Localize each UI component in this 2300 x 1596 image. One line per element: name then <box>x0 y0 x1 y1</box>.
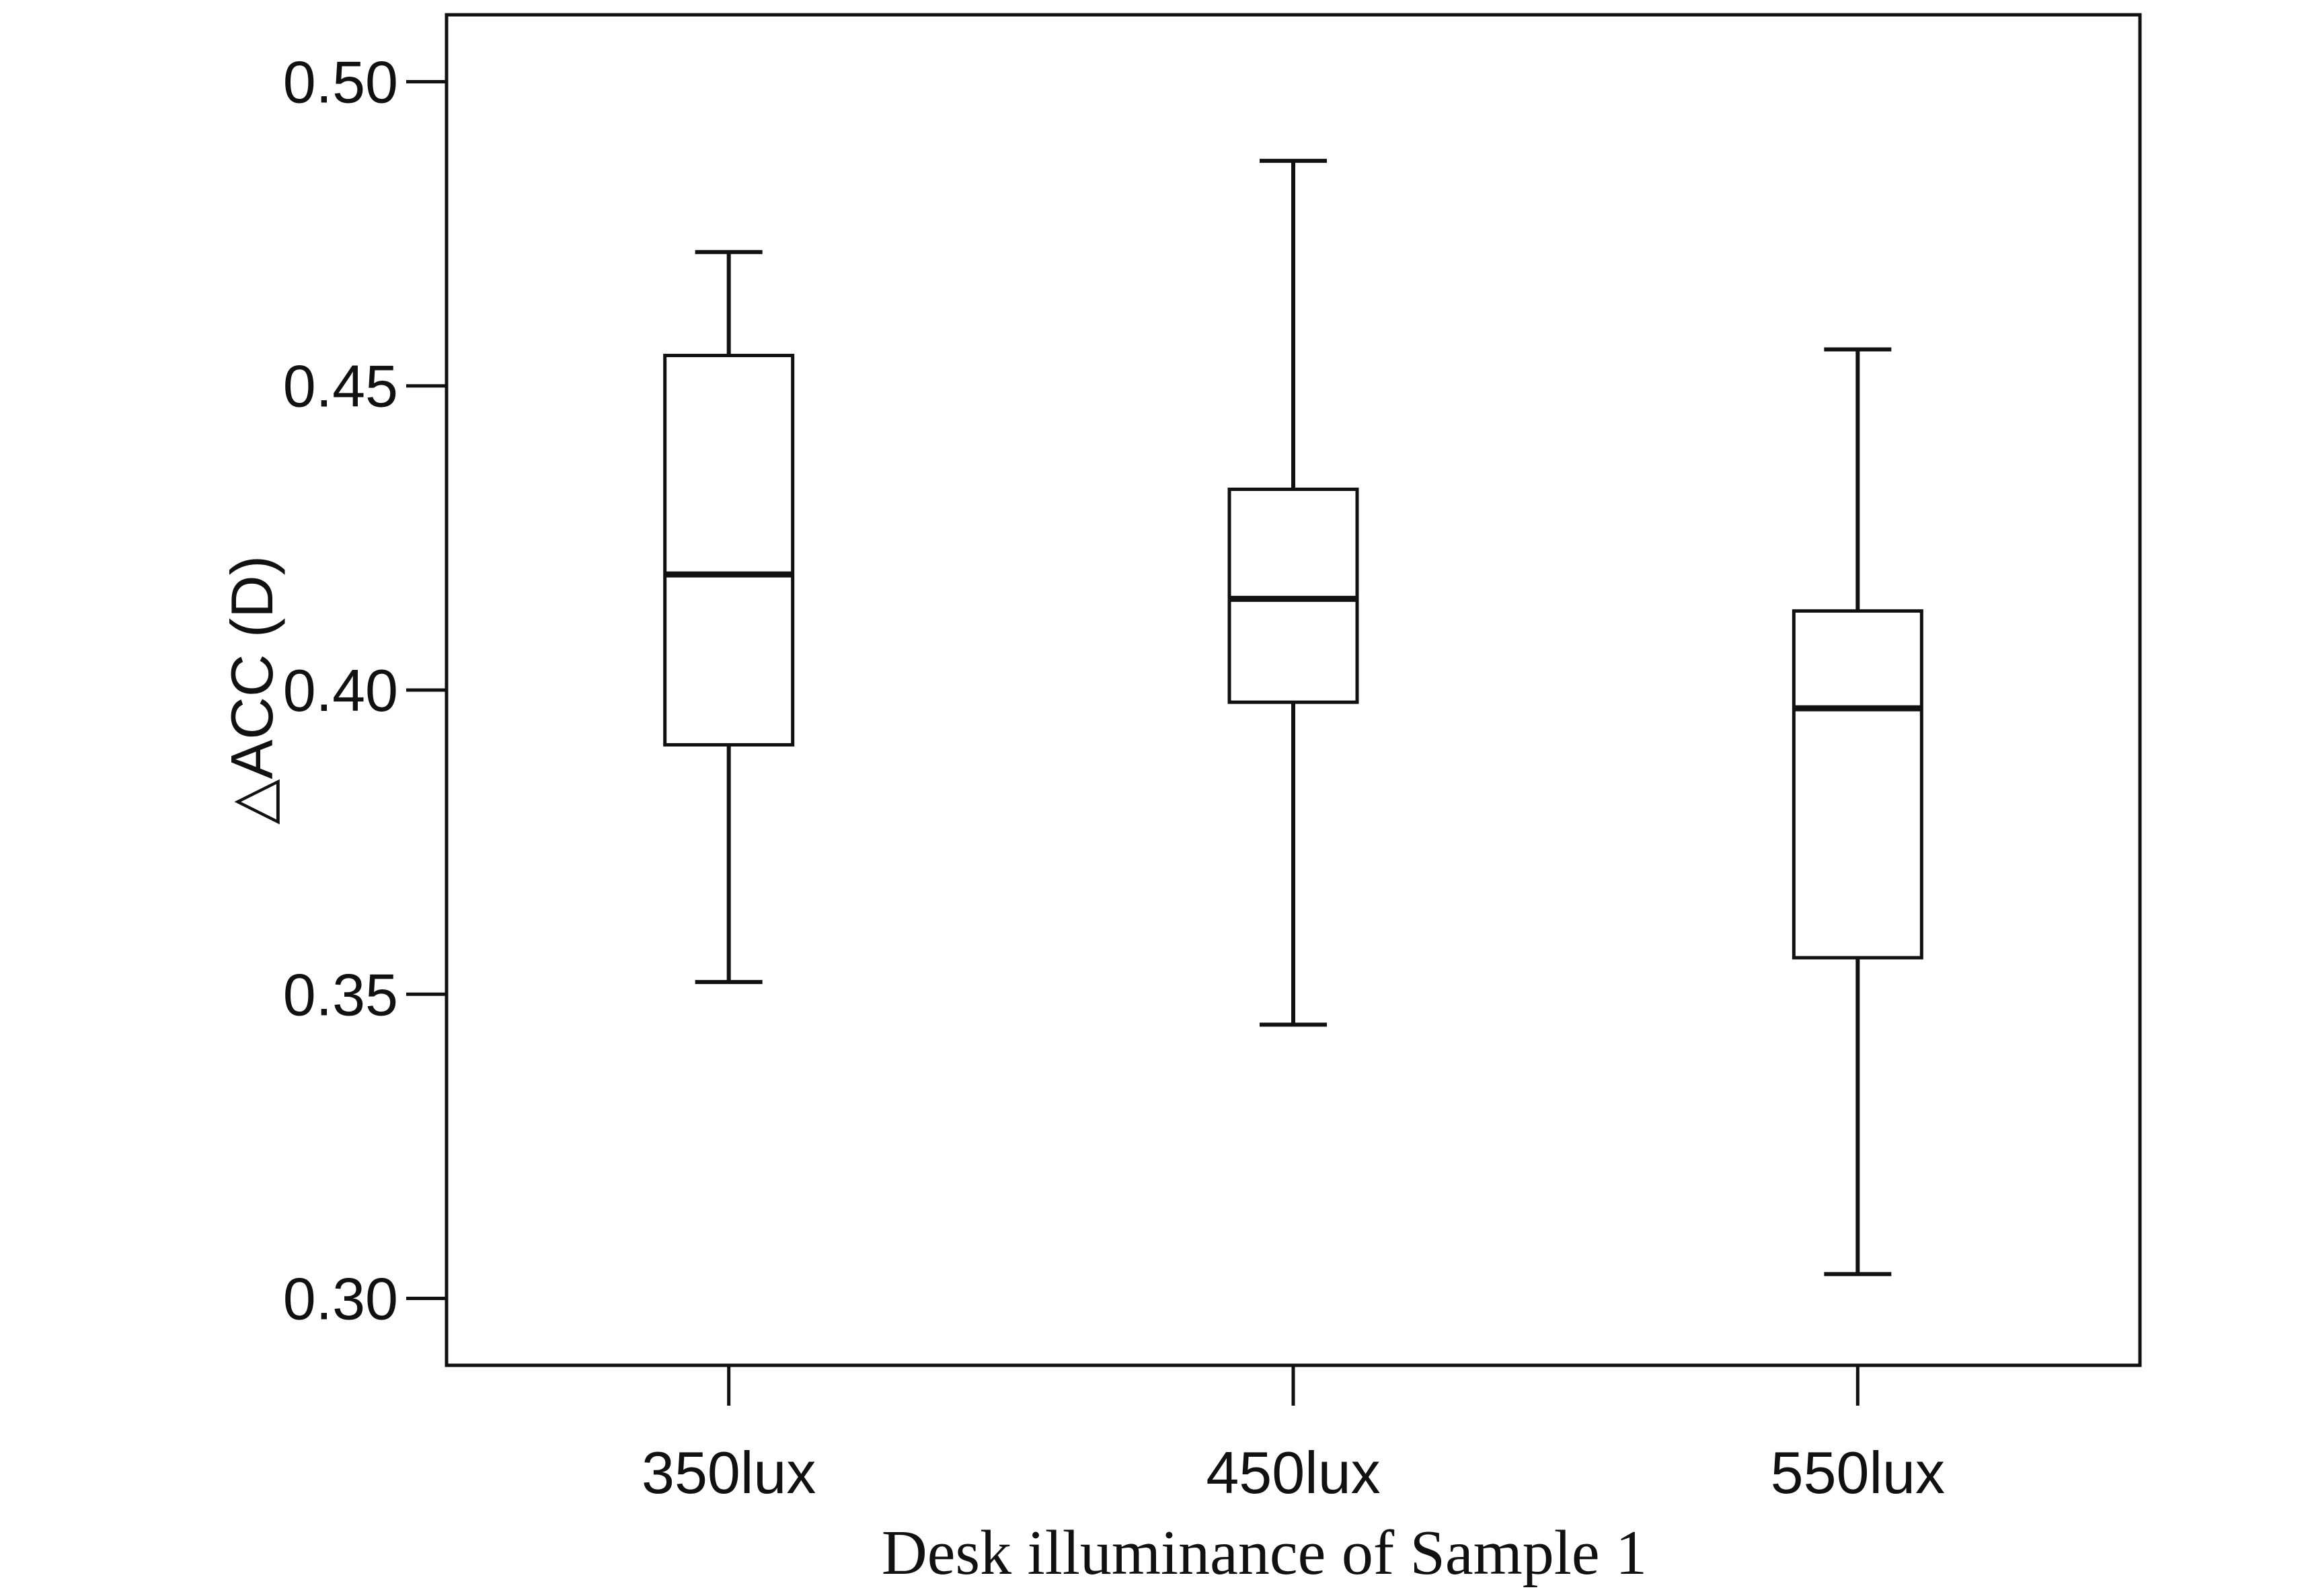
y-tick-label: 0.45 <box>283 353 398 420</box>
y-axis: 0.30 0.35 0.40 0.45 0.50 <box>283 48 447 1332</box>
x-tick-label: 350lux <box>642 1439 816 1506</box>
x-axis: 350lux 450lux 550lux <box>642 1365 1945 1506</box>
box-group <box>663 159 1923 1277</box>
y-tick-label: 0.35 <box>283 961 398 1028</box>
interquartile-box <box>1227 488 1359 704</box>
box-450lux <box>1227 159 1359 1027</box>
box-550lux <box>1792 347 1923 1277</box>
y-axis-title: △ACC (D) <box>219 556 285 825</box>
x-axis-title: Desk illuminance of Sample 1 <box>882 1518 1647 1588</box>
y-tick-label: 0.40 <box>283 657 398 724</box>
y-tick-label: 0.50 <box>283 48 398 115</box>
x-tick-label: 550lux <box>1771 1439 1945 1506</box>
y-tick-label: 0.30 <box>283 1266 398 1332</box>
interquartile-box <box>1792 609 1923 960</box>
box-350lux <box>663 250 795 985</box>
x-tick-label: 450lux <box>1206 1439 1380 1506</box>
interquartile-box <box>663 354 795 747</box>
